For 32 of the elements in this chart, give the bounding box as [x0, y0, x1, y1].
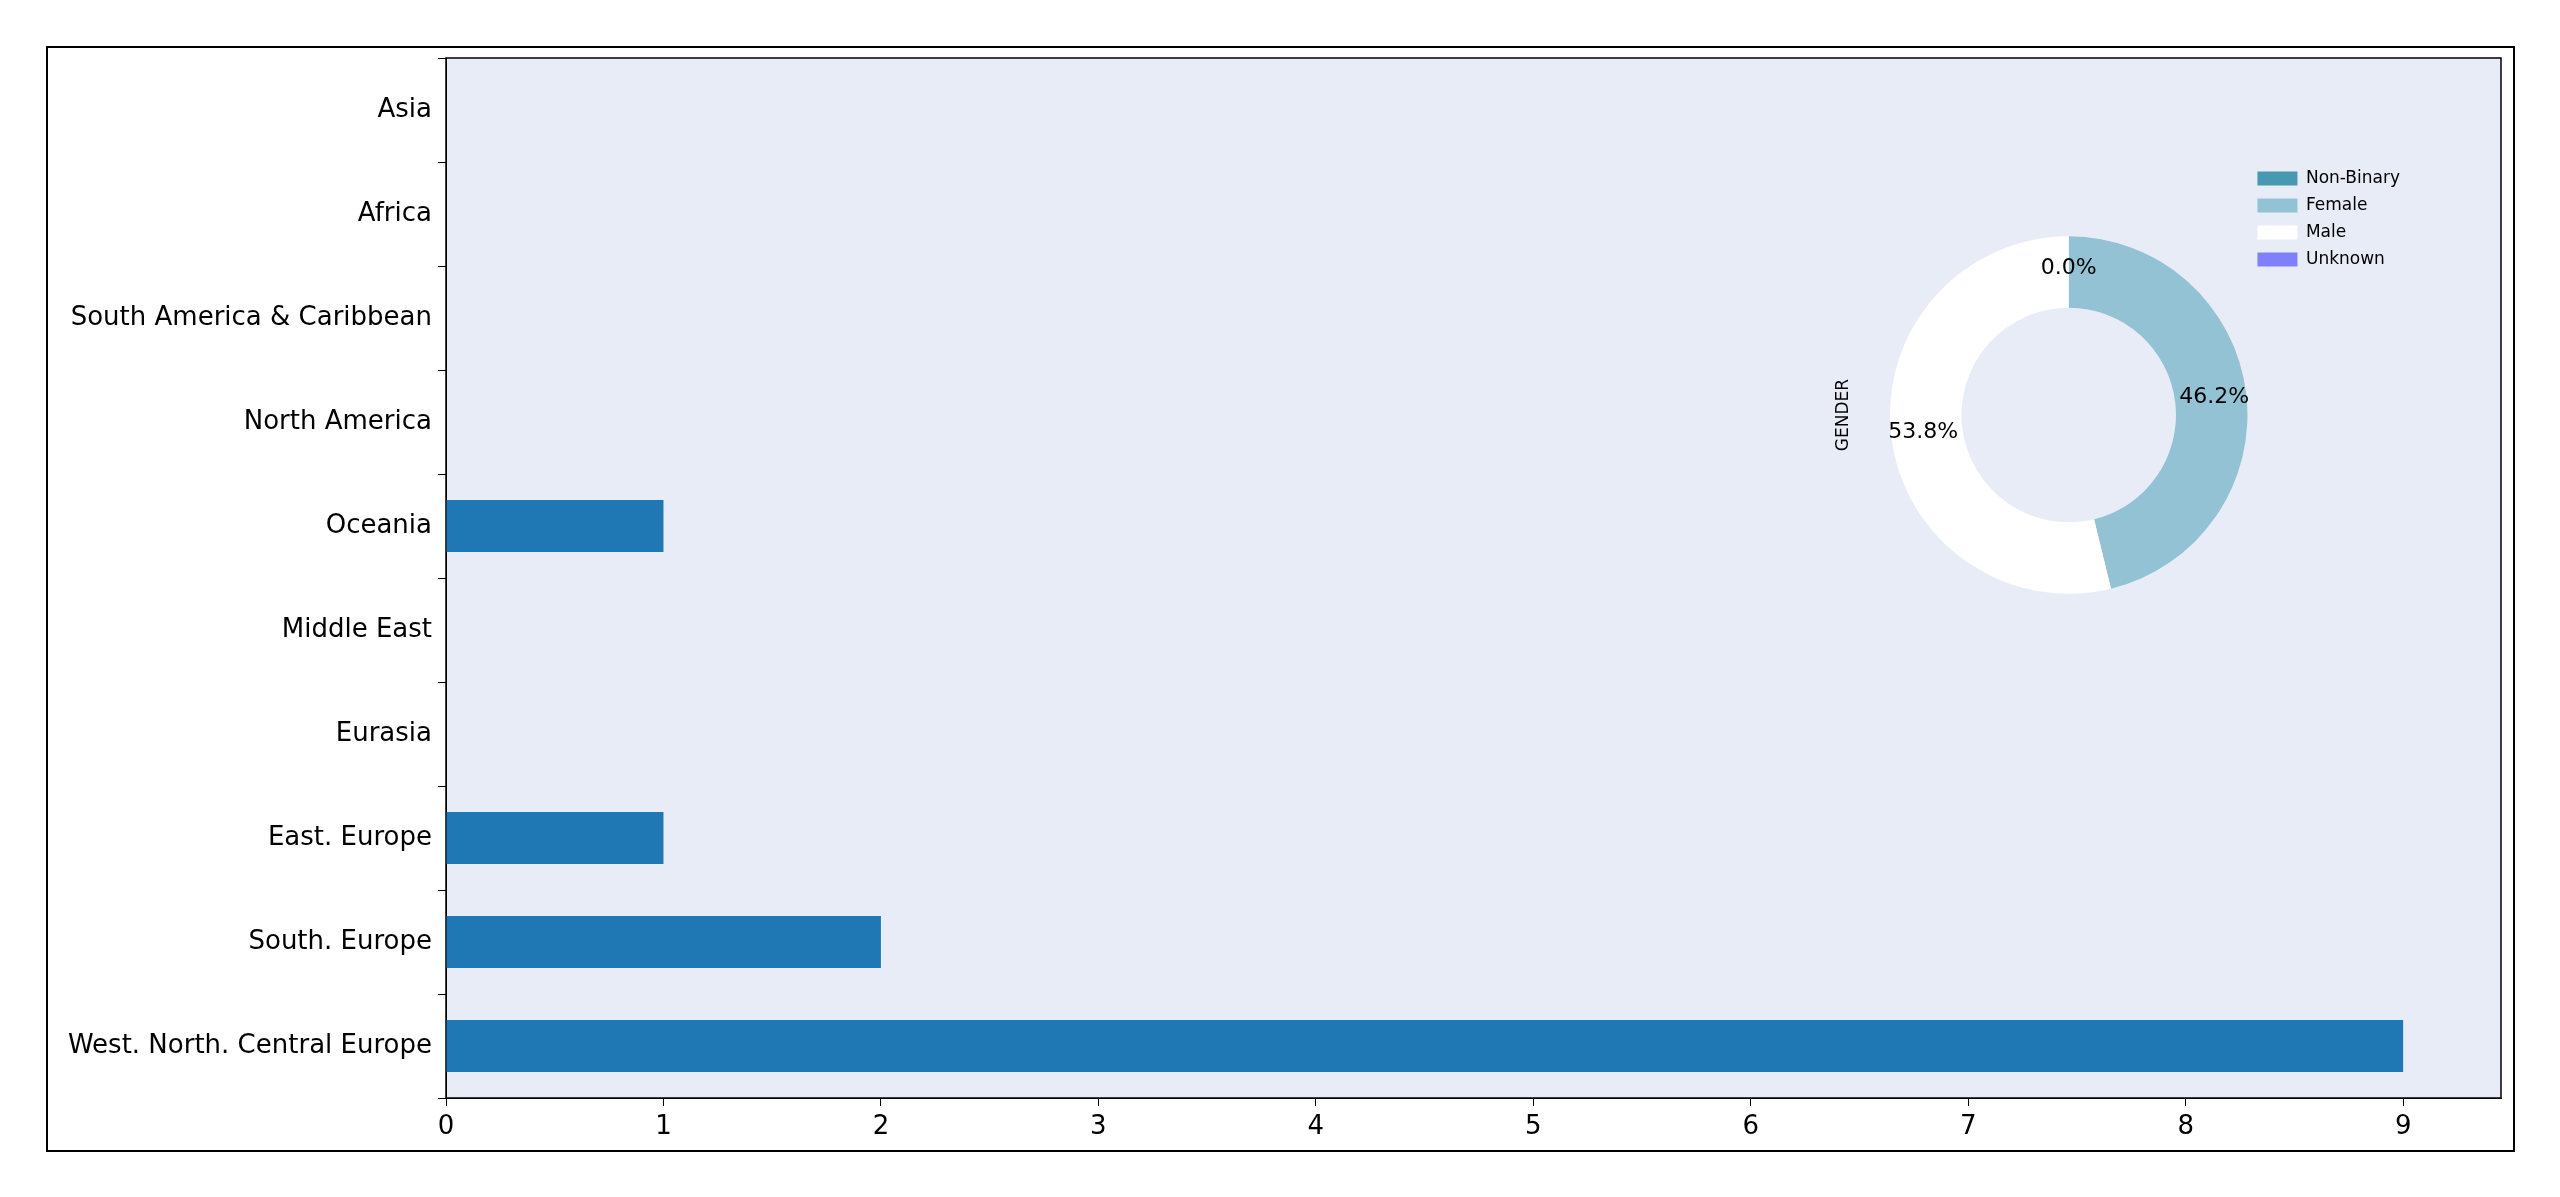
x-tick-label: 3	[1090, 1110, 1107, 1141]
x-tick-label: 0	[437, 1110, 455, 1141]
y-tick-label: South America & Caribbean	[70, 300, 432, 331]
x-tick-label: 8	[2177, 1110, 2194, 1141]
y-tick-label: North America	[243, 404, 432, 435]
legend-label: Female	[2305, 193, 2368, 214]
bar	[446, 1020, 2404, 1072]
x-tick-label: 2	[872, 1110, 890, 1141]
bar	[446, 812, 664, 864]
data-label: 46.2%	[2179, 383, 2250, 409]
text: GENDER	[1832, 378, 1853, 452]
y-tick-label: Asia	[377, 92, 432, 123]
x-tick-label: 5	[1525, 1110, 1542, 1141]
data-label: 53.8%	[1888, 418, 1959, 444]
x-tick-label: 1	[655, 1110, 672, 1141]
legend-label: Non-Binary	[2305, 166, 2401, 187]
x-tick-label: 4	[1307, 1110, 1325, 1141]
x-tick-label: 9	[2394, 1110, 2412, 1141]
x-tick-label: 7	[1959, 1110, 1977, 1141]
y-tick-label: Africa	[357, 196, 432, 227]
y-tick-label: South. Europe	[248, 924, 432, 955]
y-tick-label: Eurasia	[335, 716, 432, 747]
y-tick-label: East. Europe	[267, 820, 432, 851]
bar	[446, 916, 881, 968]
x-tick-label: 6	[1742, 1110, 1760, 1141]
y-tick-label: Middle East	[281, 612, 432, 643]
y-tick-label: Oceania	[325, 508, 432, 539]
legend-label: Male	[2305, 220, 2347, 241]
legend-label: Unknown	[2305, 247, 2385, 268]
y-tick-label: West. North. Central Europe	[67, 1028, 432, 1059]
text: 0.0%	[2040, 254, 2097, 280]
bar	[446, 500, 664, 552]
